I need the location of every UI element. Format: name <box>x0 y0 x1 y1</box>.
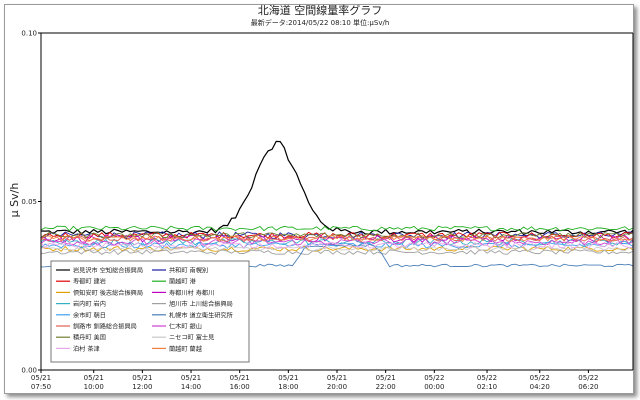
legend-label: 寿都町 建岩 <box>73 278 106 286</box>
series-line <box>40 234 634 243</box>
legend-label: 寿都川村 寿都川 <box>169 289 214 297</box>
x-tick-date: 05/22 <box>424 374 444 382</box>
x-ticks: 05/2107:5005/2110:0005/2112:0005/2114:00… <box>31 370 598 391</box>
legend-label: 岩見沢市 空知総合振興局 <box>73 267 143 275</box>
series-layer <box>40 140 634 268</box>
legend-label: 仁木町 銀山 <box>169 323 202 331</box>
series-line <box>40 246 634 252</box>
x-tick-date: 05/21 <box>31 374 51 382</box>
x-tick-time: 12:00 <box>132 383 152 391</box>
x-tick-time: 20:00 <box>327 383 347 391</box>
series-line <box>40 232 634 239</box>
x-tick-date: 05/22 <box>530 374 550 382</box>
legend-label: 釧路市 釧路総合振興局 <box>73 323 137 331</box>
series-line <box>40 245 634 252</box>
legend-label: 積丹町 美国 <box>73 334 106 342</box>
legend-label: 共和町 南幌別 <box>169 267 208 275</box>
x-tick-date: 05/21 <box>278 374 298 382</box>
legend-label: 蘭越町 蘭越 <box>169 345 202 353</box>
legend-label: 蘭越町 港 <box>169 278 197 286</box>
chart-subtitle: 最新データ:2014/05/22 08:10 単位:μSv/h <box>251 18 390 27</box>
legend-label: ニセコ町 富士見 <box>169 334 214 342</box>
series-line <box>40 241 634 250</box>
legend-label: 倶知安町 後志総合振興局 <box>73 289 143 297</box>
x-tick-time: 14:00 <box>181 383 201 391</box>
x-tick-time: 06:20 <box>578 383 598 391</box>
legend-box <box>50 260 250 363</box>
y-tick-label: 0.10 <box>21 30 37 38</box>
series-line <box>40 234 634 243</box>
legend-label: 余市町 朝日 <box>73 311 106 319</box>
y-tick-label: 0.05 <box>21 198 37 206</box>
legend-label: 岩内町 岩内 <box>73 300 106 308</box>
x-tick-date: 05/21 <box>327 374 347 382</box>
x-tick-time: 18:00 <box>278 383 298 391</box>
legend-label: 泊村 茶津 <box>73 345 100 353</box>
x-tick-time: 16:00 <box>230 383 250 391</box>
x-tick-date: 05/21 <box>84 374 104 382</box>
y-ticks: 0.00 0.05 0.10 <box>21 30 41 375</box>
x-tick-date: 05/21 <box>376 374 396 382</box>
chart-title: 北海道 空間線量率グラフ <box>258 3 383 17</box>
x-tick-date: 05/22 <box>477 374 497 382</box>
x-tick-time: 00:00 <box>424 383 444 391</box>
x-tick-time: 07:50 <box>31 383 51 391</box>
x-tick-date: 05/21 <box>230 374 250 382</box>
x-tick-date: 05/21 <box>132 374 152 382</box>
legend-label: 旭川市 上川総合振興局 <box>169 300 233 308</box>
x-tick-time: 10:00 <box>84 383 104 391</box>
y-axis-label: μ Sv/h <box>8 183 21 218</box>
legend-label: 札幌市 道立衛生研究所 <box>169 311 233 319</box>
series-line <box>40 249 634 255</box>
x-tick-date: 05/22 <box>578 374 598 382</box>
x-tick-time: 04:20 <box>530 383 550 391</box>
y-tick-label: 0.00 <box>21 367 37 375</box>
series-line <box>40 231 634 239</box>
x-tick-time: 02:10 <box>477 383 497 391</box>
series-line <box>40 225 634 232</box>
x-tick-time: 22:00 <box>376 383 396 391</box>
x-tick-date: 05/21 <box>181 374 201 382</box>
